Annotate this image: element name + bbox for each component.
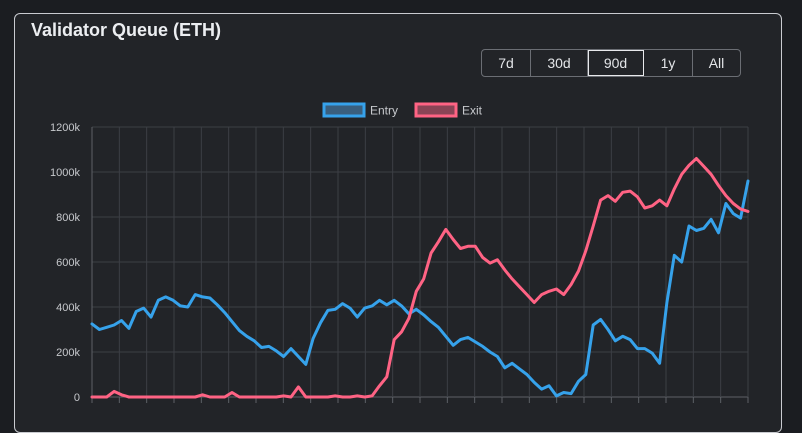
y-tick-label: 200k <box>56 347 80 359</box>
legend-swatch-exit <box>414 102 458 118</box>
line-chart: 0 200k 400k 600k 800k 1000k 1200k Entry Exit <box>50 102 750 404</box>
legend-label-entry: Entry <box>370 104 398 118</box>
y-tick-label: 400k <box>56 302 80 314</box>
y-tick-label: 1000k <box>50 167 80 179</box>
legend-swatch-entry <box>322 102 366 118</box>
y-tick-label: 1200k <box>50 122 80 134</box>
y-tick-label: 800k <box>56 212 80 224</box>
time-range-selector: 7d 30d 90d 1y All <box>481 49 741 77</box>
chart-legend: Entry Exit <box>322 102 483 118</box>
chart-grid <box>91 126 749 398</box>
series-line-exit <box>90 157 750 399</box>
chart-series <box>90 157 750 399</box>
range-button-all[interactable]: All <box>708 55 725 71</box>
range-button-1y[interactable]: 1y <box>644 50 693 76</box>
chart-card <box>14 13 782 433</box>
y-tick-label: 0 <box>74 392 80 404</box>
series-line-entry <box>90 179 750 398</box>
range-button-90d[interactable]: 90d <box>588 50 644 76</box>
legend-label-exit: Exit <box>462 104 483 118</box>
chart-title: Validator Queue (ETH) <box>31 20 222 40</box>
y-tick-label: 600k <box>56 257 80 269</box>
y-axis-ticks: 0 200k 400k 600k 800k 1000k 1200k <box>50 122 80 404</box>
range-button-7d[interactable]: 7d <box>482 50 531 76</box>
range-button-30d[interactable]: 30d <box>531 50 588 76</box>
